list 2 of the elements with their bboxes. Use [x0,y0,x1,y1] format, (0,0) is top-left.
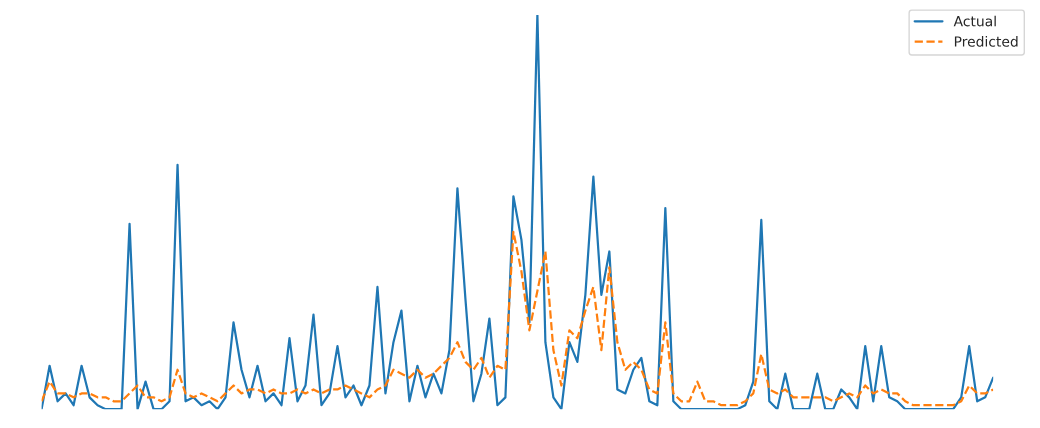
legend-label: Predicted [954,36,1018,47]
legend-label: Actual [953,15,996,27]
